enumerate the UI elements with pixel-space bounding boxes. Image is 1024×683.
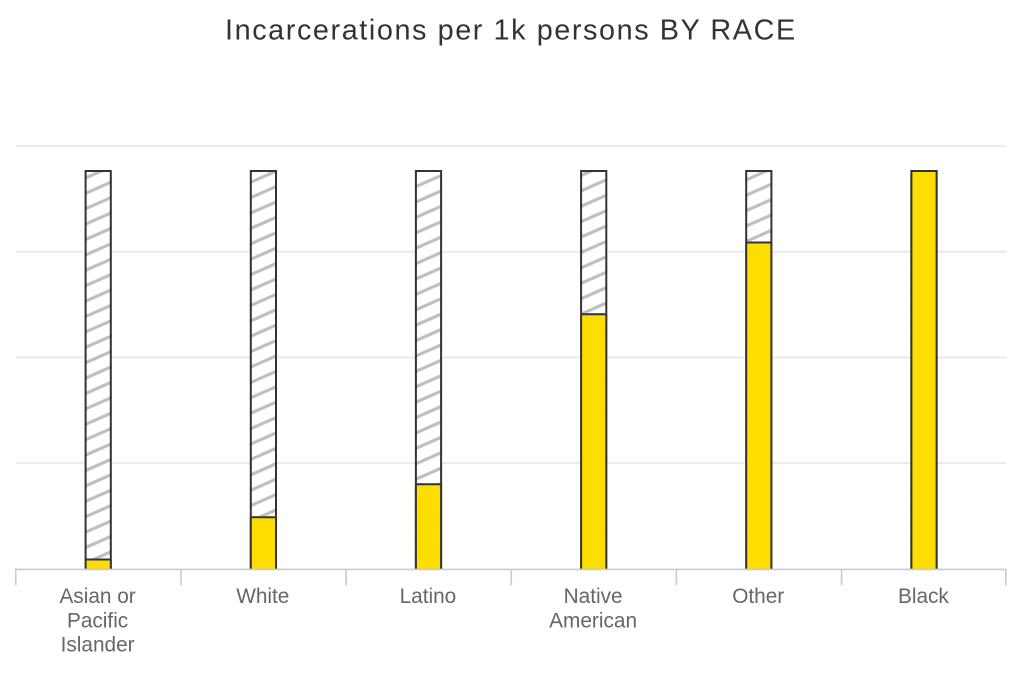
svg-text:Incarcerations per 1k persons: Incarcerations per 1k persons BY RACE [225,15,797,47]
svg-text:Pacific: Pacific [67,609,128,632]
svg-text:Latino: Latino [400,585,457,608]
svg-text:Other: Other [732,585,784,608]
svg-text:American: American [549,609,637,632]
svg-text:White: White [236,585,289,608]
svg-text:Asian or: Asian or [59,585,135,608]
svg-text:Black: Black [898,585,949,608]
svg-text:Native: Native [564,585,623,608]
svg-text:Islander: Islander [61,634,135,657]
